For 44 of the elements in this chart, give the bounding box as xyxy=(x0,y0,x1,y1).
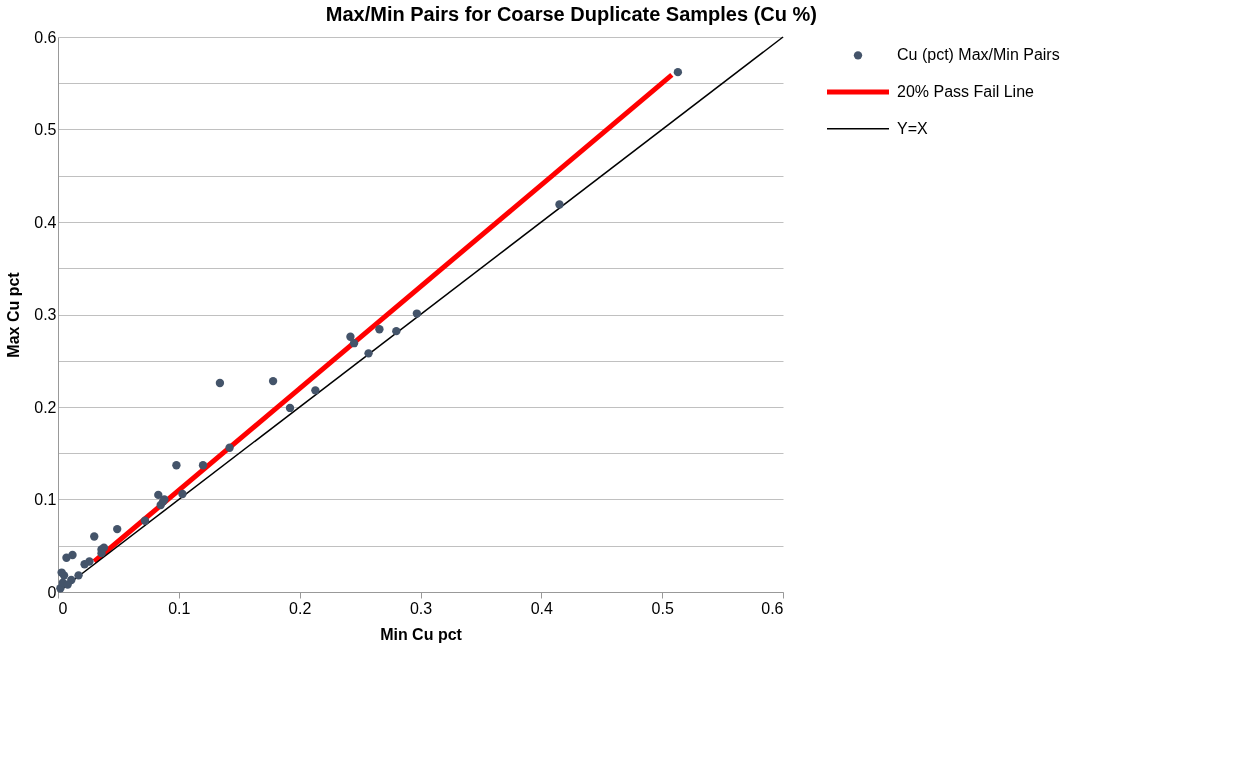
x-tick-label: 0.4 xyxy=(530,599,554,617)
point xyxy=(215,378,225,388)
point xyxy=(311,386,320,395)
y-tick-label: 0.4 xyxy=(34,213,57,231)
y-tick-label: 0.6 xyxy=(34,28,57,46)
x-tick-label: 0.2 xyxy=(289,599,312,617)
point xyxy=(555,200,564,209)
point xyxy=(225,443,234,452)
y-axis-title: Max Cu pct xyxy=(5,271,23,358)
point xyxy=(346,332,355,341)
point xyxy=(74,571,83,580)
point xyxy=(90,532,99,541)
point xyxy=(673,67,683,77)
y-tick-label: 0.5 xyxy=(34,121,57,138)
point xyxy=(392,326,401,336)
y-tick-label: 0.2 xyxy=(34,398,57,416)
point xyxy=(198,461,208,470)
point xyxy=(62,553,71,562)
x-axis-title: Min Cu pct xyxy=(380,625,463,643)
point xyxy=(412,309,422,318)
point xyxy=(154,490,163,500)
point xyxy=(285,403,295,413)
y-tick-label: 0 xyxy=(47,583,57,601)
point xyxy=(349,339,359,348)
y-tick-label: 0.1 xyxy=(34,491,57,508)
y-tick-label: 0.3 xyxy=(34,306,57,323)
legend-label: Cu (pct) Max/Min Pairs xyxy=(897,46,1060,64)
point xyxy=(268,376,278,386)
point xyxy=(178,489,187,499)
x-tick-label: 0 xyxy=(58,599,68,617)
point xyxy=(172,461,181,470)
point xyxy=(113,524,122,534)
legend-label: Y=X xyxy=(897,119,929,137)
point xyxy=(375,325,384,334)
point xyxy=(140,516,150,525)
x-tick-label: 0.5 xyxy=(651,599,674,617)
chart-title: Max/Min Pairs for Coarse Duplicate Samples (Cu %) xyxy=(325,3,817,25)
x-tick-label: 0.3 xyxy=(409,599,433,617)
x-tick-label: 0.1 xyxy=(168,599,191,617)
x-tick-label: 0.6 xyxy=(761,599,784,617)
point xyxy=(80,560,89,569)
legend-label: 20% Pass Fail Line xyxy=(897,83,1035,100)
point xyxy=(364,349,373,358)
point xyxy=(63,580,72,589)
